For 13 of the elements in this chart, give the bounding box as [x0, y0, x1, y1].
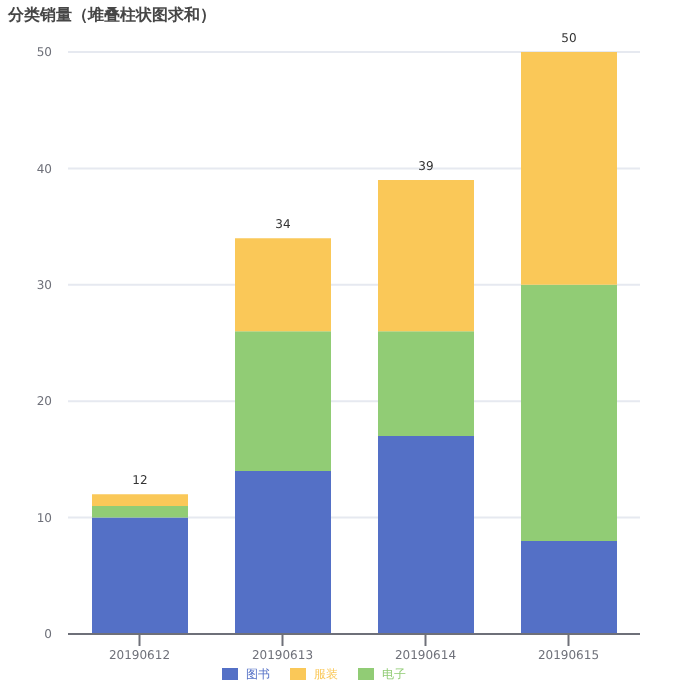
bar	[521, 284, 617, 541]
bar	[378, 331, 474, 437]
bar	[235, 238, 331, 332]
bar	[235, 331, 331, 472]
bar	[92, 494, 188, 506]
bar	[521, 52, 617, 285]
chart-title: 分类销量（堆叠柱状图求和）	[8, 4, 216, 26]
bar	[92, 505, 188, 518]
bar	[521, 540, 617, 634]
bar	[378, 180, 474, 332]
bar	[235, 471, 331, 634]
bar	[92, 517, 188, 634]
bar	[378, 436, 474, 634]
